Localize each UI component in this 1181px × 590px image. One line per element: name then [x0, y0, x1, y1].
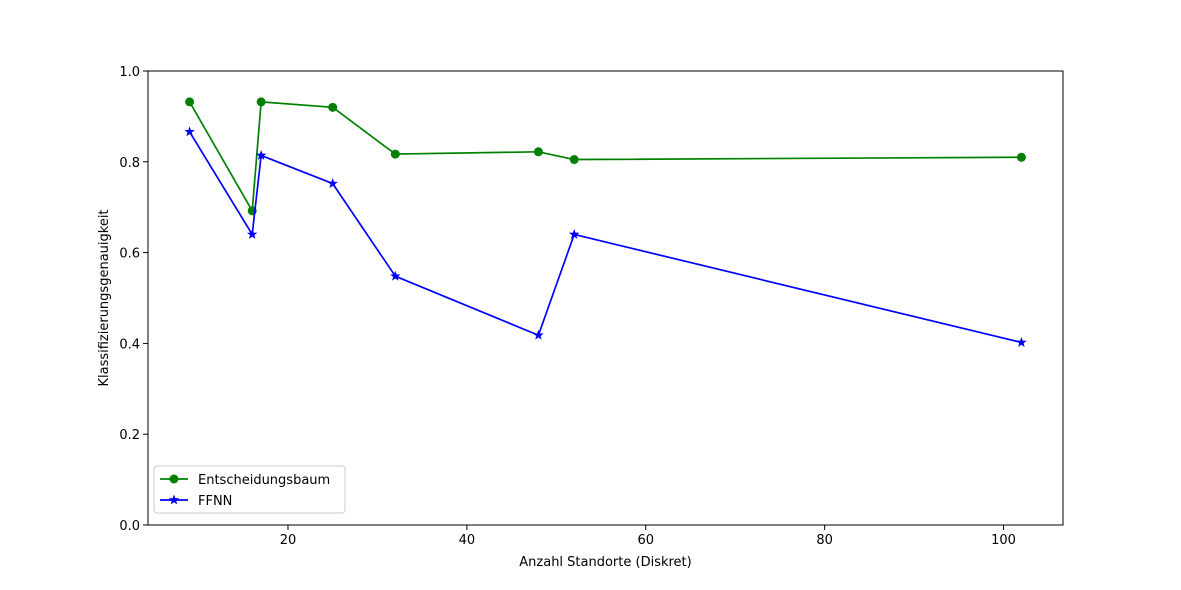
data-point [256, 97, 266, 107]
y-tick-label: 0.8 [119, 156, 140, 171]
series-0 [185, 97, 1026, 216]
y-axis-label: Klassifizierungsgenauigkeit [97, 209, 112, 386]
y-tick-label: 0.6 [119, 247, 140, 262]
data-point [533, 329, 544, 340]
legend-item: Entscheidungsbaum [160, 473, 330, 488]
plot-frame [147, 70, 1064, 526]
series-line [188, 131, 1022, 344]
x-tick-label: 20 [280, 533, 297, 548]
data-point [255, 149, 267, 160]
data-point [568, 228, 580, 239]
legend-marker [168, 494, 180, 505]
x-axis-label: Anzahl Standorte (Diskret) [519, 555, 691, 570]
data-point [328, 102, 338, 112]
data-point [569, 155, 579, 165]
y-tick-label: 1.0 [119, 65, 140, 80]
data-point [185, 97, 195, 107]
series-1 [184, 126, 1027, 347]
legend-label: Entscheidungsbaum [198, 473, 330, 488]
data-point [327, 178, 338, 189]
data-point [1016, 336, 1027, 347]
y-tick-label: 0.2 [119, 428, 140, 443]
data-point [1016, 152, 1026, 162]
data-point [533, 147, 543, 157]
x-tick-label: 40 [459, 533, 476, 548]
legend-label: FFNN [198, 494, 232, 509]
legend-item: FFNN [160, 494, 232, 509]
data-point [390, 270, 401, 281]
x-tick-label: 60 [637, 533, 654, 548]
legend: Entscheidungsbaum FFNN [153, 465, 346, 514]
legend-marker [169, 474, 179, 484]
legend-box [153, 465, 346, 514]
data-point [390, 149, 400, 159]
series-line [188, 101, 1022, 212]
x-tick-label: 100 [991, 533, 1016, 548]
axes: 20 40 60 80 100 0.0 0.2 0.4 0.6 0.8 1.0 [119, 65, 1016, 548]
data-point [246, 228, 258, 239]
data-point [184, 126, 195, 137]
x-tick-label: 80 [816, 533, 833, 548]
y-tick-label: 0.4 [119, 337, 140, 352]
series-layer [184, 97, 1027, 347]
y-tick-label: 0.0 [119, 519, 140, 534]
